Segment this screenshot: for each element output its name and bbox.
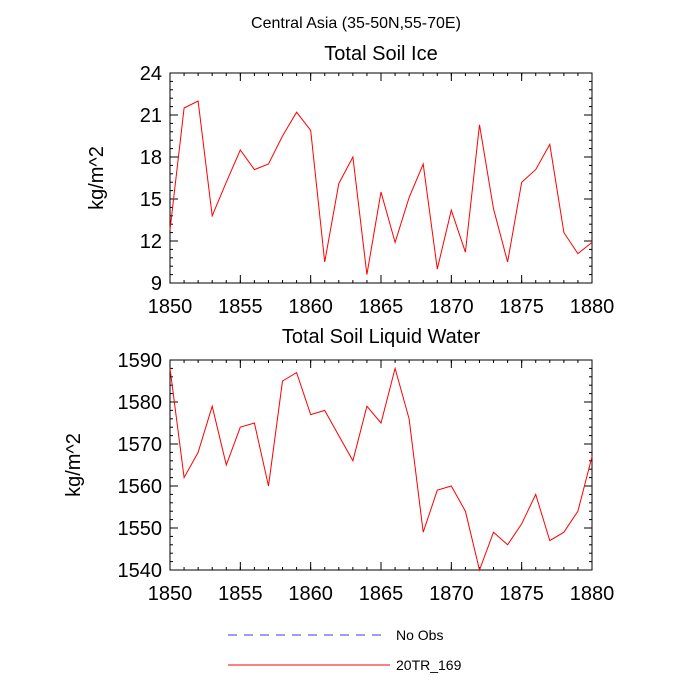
legend-20tr-169-label: 20TR_169 [396,657,462,673]
y-tick-label: 18 [140,147,162,169]
figure-title: Central Asia (35-50N,55-70E) [251,15,461,32]
legend: No Obs 20TR_169 [228,627,462,673]
series-line-20tr-169 [169,100,593,275]
y-tick-label: 9 [151,273,162,295]
x-tick-label: 1850 [148,583,193,605]
panel-title: Total Soil Liquid Water [282,326,481,348]
x-tick-label: 1855 [218,296,263,318]
y-tick-label: 1580 [118,392,163,414]
x-tick-label: 1880 [570,296,615,318]
panel-marks: 1850 1855 1860 1865 1870 1875 1880 1540 1550 1560… [118,350,615,605]
y-tick-label: 21 [140,105,162,127]
panel-title: Total Soil Ice [324,43,437,65]
x-tick-label: 1880 [570,583,615,605]
x-tick-label: 1860 [288,296,333,318]
x-tick-label: 1865 [359,296,404,318]
y-tick-label: 1570 [118,434,163,456]
x-tick-label: 1850 [148,296,193,318]
y-axis-label: kg/m^2 [63,433,85,497]
y-tick-label: 12 [140,231,162,253]
series-line-20tr-169 [169,366,593,572]
plot-frame [169,72,593,284]
x-tick-label: 1865 [359,583,404,605]
plot-frame [169,359,593,571]
y-tick-label: 1590 [118,350,163,372]
legend-no-obs-label: No Obs [396,627,443,643]
y-axis-label: kg/m^2 [86,146,108,210]
panel-total-soil-liquid-water: Total Soil Liquid Water kg/m^2 1850 1855 1… [63,326,614,605]
panel-marks: 1850 1855 1860 1865 1870 1875 1880 9 12 15 18 21 24 [140,63,615,318]
x-tick-label: 1870 [429,296,474,318]
x-tick-label: 1855 [218,583,263,605]
x-tick-label: 1870 [429,583,474,605]
y-tick-label: 15 [140,189,162,211]
y-tick-label: 1560 [118,476,163,498]
x-tick-label: 1860 [288,583,333,605]
x-tick-label: 1875 [499,583,544,605]
panel-total-soil-ice: Total Soil Ice kg/m^2 1850 1855 1860 1865 18… [86,43,614,318]
y-tick-label: 24 [140,63,162,85]
y-tick-label: 1540 [118,560,163,582]
y-tick-label: 1550 [118,518,163,540]
x-tick-label: 1875 [499,296,544,318]
